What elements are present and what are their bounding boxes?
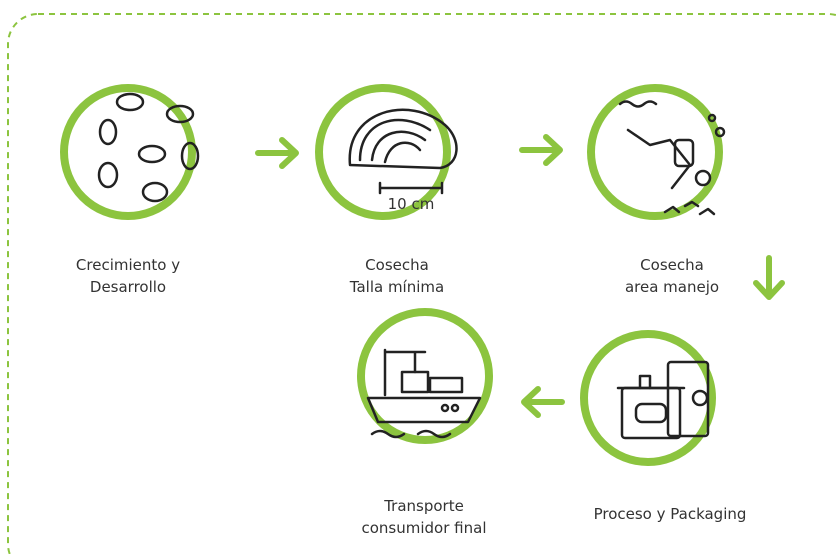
arrow: [524, 389, 562, 415]
scale-label: 10 cm: [388, 195, 435, 213]
node-label: area manejo: [625, 278, 719, 296]
node-label: Proceso y Packaging: [594, 505, 747, 523]
node-label: Cosecha: [640, 256, 704, 274]
node-label: Desarrollo: [90, 278, 166, 296]
arrow: [522, 137, 560, 163]
diagram: 10 cm Crecimiento y Desarrollo Cosecha T…: [0, 0, 836, 554]
node-label: Transporte: [383, 497, 464, 515]
page: 10 cm Crecimiento y Desarrollo Cosecha T…: [0, 0, 836, 554]
node-label: Crecimiento y: [76, 256, 180, 274]
node-label: Talla mínima: [349, 278, 444, 296]
arrow: [756, 258, 782, 297]
node-ring: [591, 88, 719, 216]
arrow: [258, 140, 296, 166]
node-label: consumidor final: [362, 519, 487, 537]
node-label: Cosecha: [365, 256, 429, 274]
